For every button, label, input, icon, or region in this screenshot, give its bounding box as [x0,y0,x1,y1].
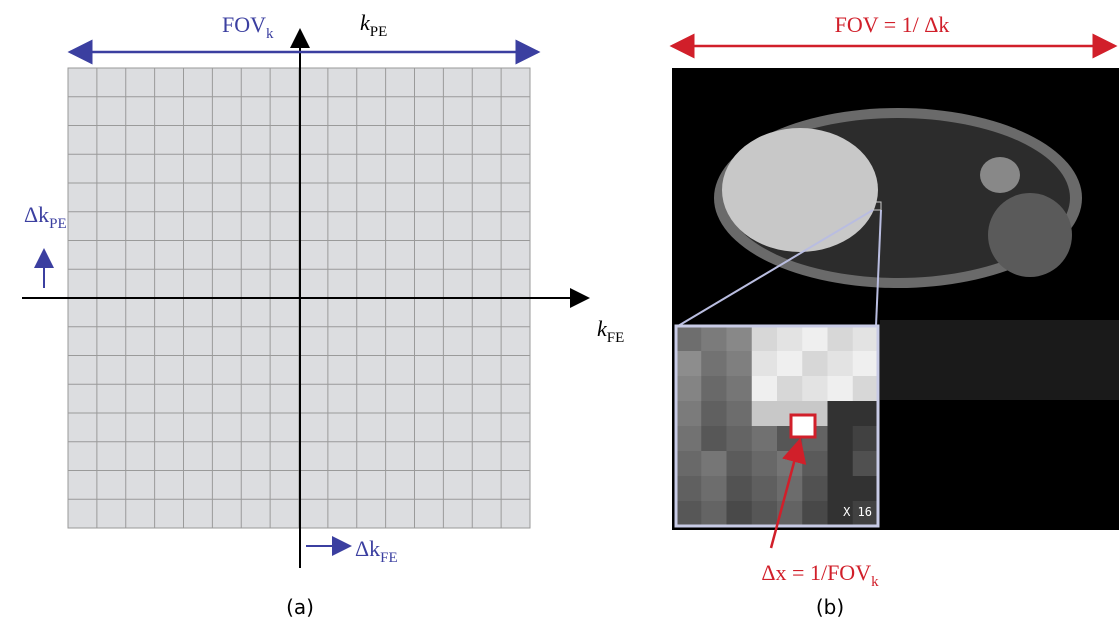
inset-pixel [802,451,828,477]
inset-pixel [853,376,879,402]
inset-pixel [752,351,778,377]
dk-fe-label: ΔkFE [355,536,398,566]
inset-pixel [701,326,727,352]
inset-pixel [727,376,753,402]
spleen [988,193,1072,277]
inset-pixel [853,326,879,352]
inset-pixel [701,451,727,477]
fov-label: FOV = 1/ Δk [835,12,950,37]
inset-pixel [727,451,753,477]
k-fe-label: kFE [597,316,624,346]
inset-pixel [752,376,778,402]
inset-pixel [701,476,727,502]
inset-pixel [752,401,778,427]
pixel-box [791,415,815,437]
figure: FOVk kPE ΔkPE kFE ΔkFE (a) FOV = 1/ Δk X… [0,0,1119,626]
inset-pixel [752,451,778,477]
inset-pixel [853,351,879,377]
inset-pixel [853,401,879,427]
inset-pixel [777,351,803,377]
inset-pixel [828,476,854,502]
inset-pixel [828,351,854,377]
liver [722,128,878,252]
inset-pixel [676,451,702,477]
inset-pixel [828,326,854,352]
inset-pixel [676,326,702,352]
inset-pixel [701,401,727,427]
inset-pixel [701,351,727,377]
inset-pixel [676,351,702,377]
inset-pixel [676,376,702,402]
inset-pixel [777,376,803,402]
k-pe-label: kPE [360,10,387,40]
inset-pixel [828,401,854,427]
inset-pixel [853,451,879,477]
inset-pixel [802,376,828,402]
inset-pixel [701,376,727,402]
inset-pixel [853,426,879,452]
inset-pixel [828,376,854,402]
inset-pixel [802,351,828,377]
mri-noise [880,320,1119,400]
inset-pixel [752,426,778,452]
inset-pixel [777,451,803,477]
fov-k-label: FOVk [222,12,274,42]
caption-a: (a) [286,595,314,619]
inset-pixel [828,451,854,477]
inset-pixel [727,476,753,502]
inset-pixel [752,501,778,527]
dk-pe-label: ΔkPE [24,202,67,232]
inset-pixel [802,326,828,352]
inset-pixel [727,326,753,352]
inset-pixel [802,501,828,527]
inset-pixel [701,426,727,452]
zoom-label: X 16 [843,505,872,519]
inset-pixel [828,426,854,452]
inset-pixel [727,426,753,452]
inset-pixel [676,426,702,452]
inset-pixel [727,501,753,527]
inset-pixel [676,401,702,427]
inset-pixel [752,326,778,352]
inset-pixel [752,476,778,502]
dx-label: Δx = 1/FOVk [761,560,879,590]
stomach [980,157,1020,193]
caption-b: (b) [816,595,844,619]
inset-pixel [802,476,828,502]
inset-pixel [727,401,753,427]
inset-pixel [777,326,803,352]
inset-pixel [701,501,727,527]
inset-pixel [676,476,702,502]
inset-pixel [727,351,753,377]
zoom-inset [676,326,879,527]
inset-pixel [853,476,879,502]
inset-pixel [676,501,702,527]
